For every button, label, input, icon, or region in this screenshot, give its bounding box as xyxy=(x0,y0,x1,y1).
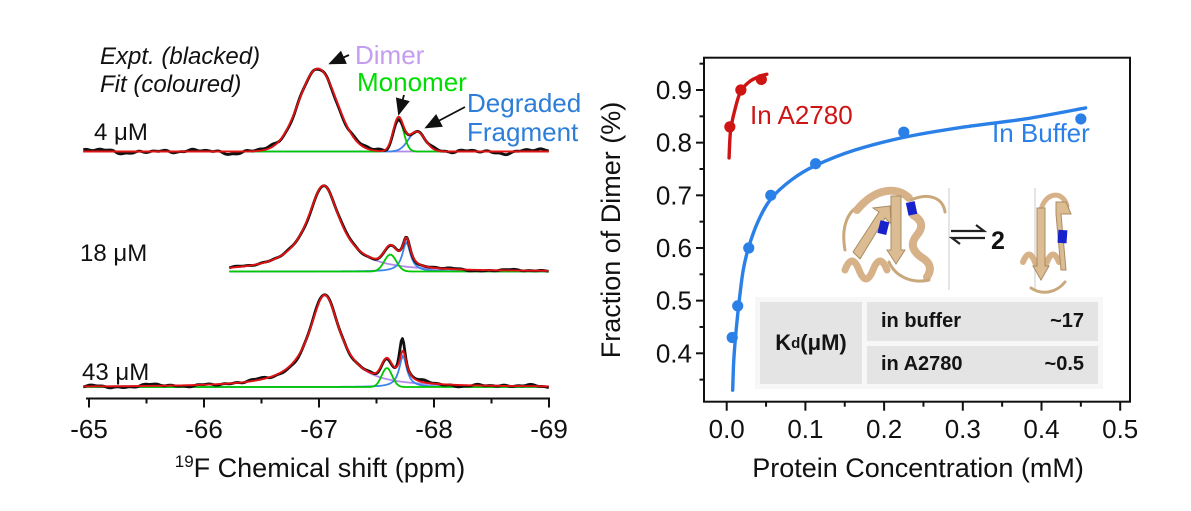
binding-x-axis-title: Protein Concentration (mM) xyxy=(752,453,1084,483)
kd-table-row-buffer: in buffer ~17 xyxy=(867,302,1098,341)
nmr-x-axis: -65 -66 -67 -68 -69 xyxy=(70,397,568,444)
data-point-in-a2780 xyxy=(755,73,767,86)
data-point-in-a2780 xyxy=(735,84,747,96)
kd-table-row-a2780: in A2780 ~0.5 xyxy=(867,345,1098,384)
fit-trace-4uM xyxy=(83,67,549,153)
data-point-in-a2780 xyxy=(724,121,736,133)
y-tick-label: 0.6 xyxy=(656,233,692,263)
fit-trace-43uM xyxy=(83,293,549,388)
kd-unit: (μM) xyxy=(800,330,847,355)
nmr-x-axis-title: 19F Chemical shift (ppm) xyxy=(175,452,465,483)
monomer-annotation-arrow xyxy=(395,94,410,116)
x-tick-label: 0.4 xyxy=(1023,414,1059,444)
monomer-peak-label: Monomer xyxy=(357,67,467,97)
x-tick-label: 0.5 xyxy=(1102,414,1138,444)
data-point-in-buffer xyxy=(1075,113,1087,125)
fit-trace-18uM xyxy=(229,184,549,272)
binding-curve-panel: 0.0 0.1 0.2 0.3 0.4 0.5 0.4 0.5 0.6 0.7 0.8 0.9 In … xyxy=(596,56,1138,483)
kd-subscript: d xyxy=(791,334,801,352)
y-tick-label: 0.5 xyxy=(656,286,692,316)
binding-plot-axes: 0.0 0.1 0.2 0.3 0.4 0.5 0.4 0.5 0.6 0.7 0.8 0.9 xyxy=(656,56,1138,444)
nmr-tick-label: -66 xyxy=(185,414,223,444)
kd-value-a2780: ~0.5 xyxy=(1044,353,1084,376)
nmr-tick-label: -65 xyxy=(70,414,108,444)
concentration-label-43uM: 43 μM xyxy=(82,359,149,386)
protein-structure-inset: 2 xyxy=(841,186,1072,294)
nmr-concentration-labels: 4 μM 18 μM 43 μM xyxy=(80,119,149,386)
x-tick-label: 0.3 xyxy=(945,414,981,444)
data-point-in-buffer xyxy=(732,300,744,312)
kd-table-rows: in buffer ~17 in A2780 ~0.5 xyxy=(867,302,1098,384)
kd-condition-buffer: in buffer xyxy=(881,309,961,332)
kd-value-buffer: ~17 xyxy=(1050,309,1084,332)
monomer-structure-cartoon xyxy=(1020,192,1072,294)
data-point-in-buffer xyxy=(765,189,777,201)
nmr-axis-title-superscript: 19 xyxy=(175,452,194,471)
y-tick-label: 0.8 xyxy=(656,128,692,158)
x-tick-label: 0.1 xyxy=(787,414,823,444)
series-label-a2780: In A2780 xyxy=(750,100,853,130)
dimer-structure-cartoon xyxy=(841,186,947,283)
nmr-spectra-traces xyxy=(82,67,550,390)
data-point-in-buffer xyxy=(898,126,910,138)
kd-symbol: K xyxy=(775,330,792,355)
y-tick-label: 0.4 xyxy=(656,338,692,368)
concentration-label-18uM: 18 μM xyxy=(80,240,147,267)
degraded-peak-label-line1: Degraded xyxy=(467,88,581,118)
nmr-tick-label: -69 xyxy=(530,414,568,444)
y-tick-label: 0.9 xyxy=(656,75,692,105)
degraded-peak-label-line2: Fragment xyxy=(467,117,579,147)
data-point-in-buffer xyxy=(810,158,822,170)
x-tick-label: 0.2 xyxy=(866,414,902,444)
equilibrium-arrow xyxy=(948,224,988,245)
nmr-axis-title-main: F Chemical shift (ppm) xyxy=(194,453,466,483)
dimer-annotation-arrow xyxy=(328,50,350,65)
equilibrium-coefficient: 2 xyxy=(991,227,1005,255)
kd-condition-a2780: in A2780 xyxy=(881,353,963,376)
data-point-in-buffer xyxy=(726,331,738,344)
legend-experiment-note: Expt. (blacked) xyxy=(100,43,260,70)
dimer-peak-label: Dimer xyxy=(355,40,425,70)
data-point-in-buffer xyxy=(743,242,755,254)
y-tick-label: 0.7 xyxy=(656,180,692,210)
binding-y-axis-title: Fraction of Dimer (%) xyxy=(596,102,626,359)
degraded-component-curve-43uM xyxy=(83,354,549,388)
concentration-label-4uM: 4 μM xyxy=(94,119,148,146)
nmr-tick-label: -67 xyxy=(300,414,338,444)
degraded-annotation-arrow xyxy=(424,106,466,129)
x-tick-label: 0.0 xyxy=(709,414,745,444)
nmr-spectra-panel: -65 -66 -67 -68 -69 4 μM 18 μM 43 μM Expt. (bl… xyxy=(70,40,581,483)
binding-plot-series xyxy=(724,72,1088,392)
binding-plot-frame xyxy=(703,56,1131,403)
series-label-buffer: In Buffer xyxy=(992,118,1090,148)
nmr-tick-label: -68 xyxy=(415,414,453,444)
legend-fit-note: Fit (coloured) xyxy=(100,71,241,98)
